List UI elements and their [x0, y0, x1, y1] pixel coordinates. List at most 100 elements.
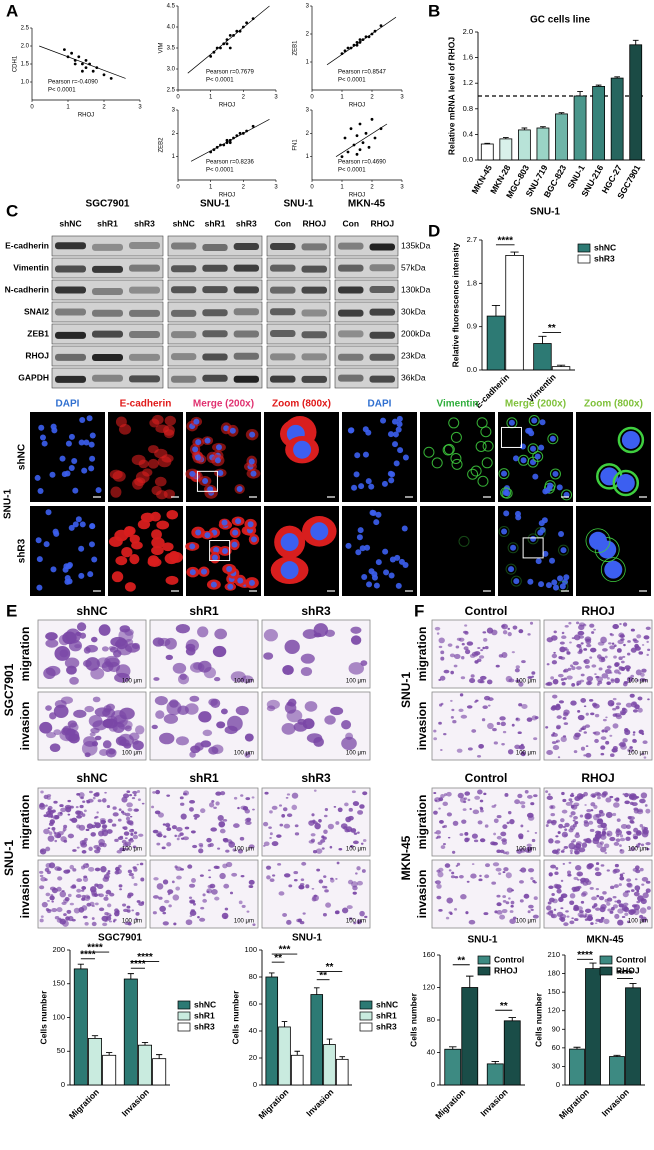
stained-cell [591, 794, 596, 798]
stained-cell [118, 864, 122, 868]
cell-stain [594, 537, 620, 562]
stained-cell [47, 805, 53, 810]
stained-cell [584, 813, 592, 820]
y-axis-label: Relative mRNA level of RHOJ [446, 37, 456, 156]
stained-cell [82, 659, 92, 667]
stained-cell [231, 872, 238, 877]
nucleus [401, 525, 408, 532]
stained-cell [560, 907, 564, 910]
blot-band [92, 243, 123, 251]
stained-cell [126, 819, 131, 824]
bar [592, 86, 606, 161]
stained-cell [65, 916, 70, 921]
blot-band [338, 286, 364, 294]
bar [486, 315, 506, 371]
stained-cell [461, 642, 465, 646]
annotation: P< 0.0001 [206, 78, 234, 84]
stained-cell [46, 794, 52, 798]
stained-cell [551, 892, 555, 897]
stained-cell [269, 837, 272, 839]
nucleus [66, 562, 73, 569]
stained-cell [248, 879, 255, 885]
stained-cell [616, 818, 621, 822]
stained-cell [577, 912, 585, 918]
stained-cell [159, 732, 175, 745]
stained-cell [594, 673, 597, 676]
stained-cell [568, 798, 573, 802]
y-tick-label: 120 [547, 1006, 560, 1015]
stained-cell [597, 824, 603, 829]
stained-cell [463, 800, 467, 804]
stained-cell [483, 912, 489, 916]
stained-cell [122, 842, 129, 847]
y-axis-label: VIM [159, 43, 165, 54]
nucleus [200, 568, 207, 575]
transwell-content [39, 862, 145, 927]
bar [629, 44, 643, 161]
stained-cell [82, 876, 89, 882]
bar [88, 1038, 102, 1086]
stained-cell [59, 890, 67, 898]
stained-cell [348, 662, 364, 675]
nucleus [501, 528, 508, 535]
nucleus [72, 521, 79, 528]
stained-cell [39, 803, 46, 810]
stained-cell [167, 893, 171, 896]
stained-cell [282, 913, 288, 918]
stained-cell [624, 800, 630, 805]
legend-label: shNC [594, 242, 616, 252]
nucleus [345, 542, 352, 549]
stained-cell [105, 889, 112, 895]
cell-stain [147, 458, 159, 469]
legend-swatch [577, 243, 591, 253]
lane-label: shR3 [134, 218, 155, 228]
stained-cell [180, 868, 184, 871]
stained-cell [572, 819, 576, 822]
stained-cell [224, 907, 229, 911]
stained-cell [436, 632, 440, 635]
blot-strip [266, 301, 331, 323]
stained-cell [449, 653, 455, 658]
bar [503, 1020, 521, 1086]
stained-cell [520, 824, 524, 828]
nucleus [237, 577, 244, 584]
stained-cell [593, 628, 596, 631]
transwell-content [545, 621, 651, 687]
bar [323, 1044, 336, 1086]
stained-cell [454, 875, 459, 879]
stained-cell [360, 842, 364, 845]
stained-cell [101, 827, 107, 832]
nucleus [514, 510, 521, 517]
stained-cell [545, 790, 549, 794]
bar [573, 95, 587, 161]
stained-cell [606, 869, 610, 872]
cell-stain [162, 542, 174, 552]
cell-stain [140, 512, 155, 523]
nucleus [370, 509, 377, 516]
stained-cell [168, 904, 172, 908]
stained-cell [576, 885, 582, 889]
stained-cell [615, 834, 620, 837]
stained-cell [272, 874, 276, 877]
cell-stain [549, 468, 561, 480]
stained-cell [640, 843, 645, 847]
stained-cell [580, 880, 585, 884]
stained-cell [282, 807, 288, 812]
stained-cell [486, 679, 493, 685]
stained-cell [138, 833, 144, 837]
stained-cell [446, 812, 453, 817]
cell-label: MKN-45 [348, 199, 386, 210]
nucleus [501, 470, 508, 477]
cell-stain [121, 546, 133, 558]
nucleus [236, 485, 243, 492]
nucleus [64, 574, 71, 581]
stained-cell [619, 741, 626, 748]
stained-cell [102, 922, 108, 927]
bar [517, 129, 531, 161]
stained-cell [580, 673, 585, 677]
stained-cell [471, 729, 477, 733]
y-tick-label: 50 [57, 1046, 65, 1055]
fit-line [326, 16, 397, 66]
legend-label: RHOJ [616, 965, 640, 975]
stained-cell [519, 801, 526, 805]
